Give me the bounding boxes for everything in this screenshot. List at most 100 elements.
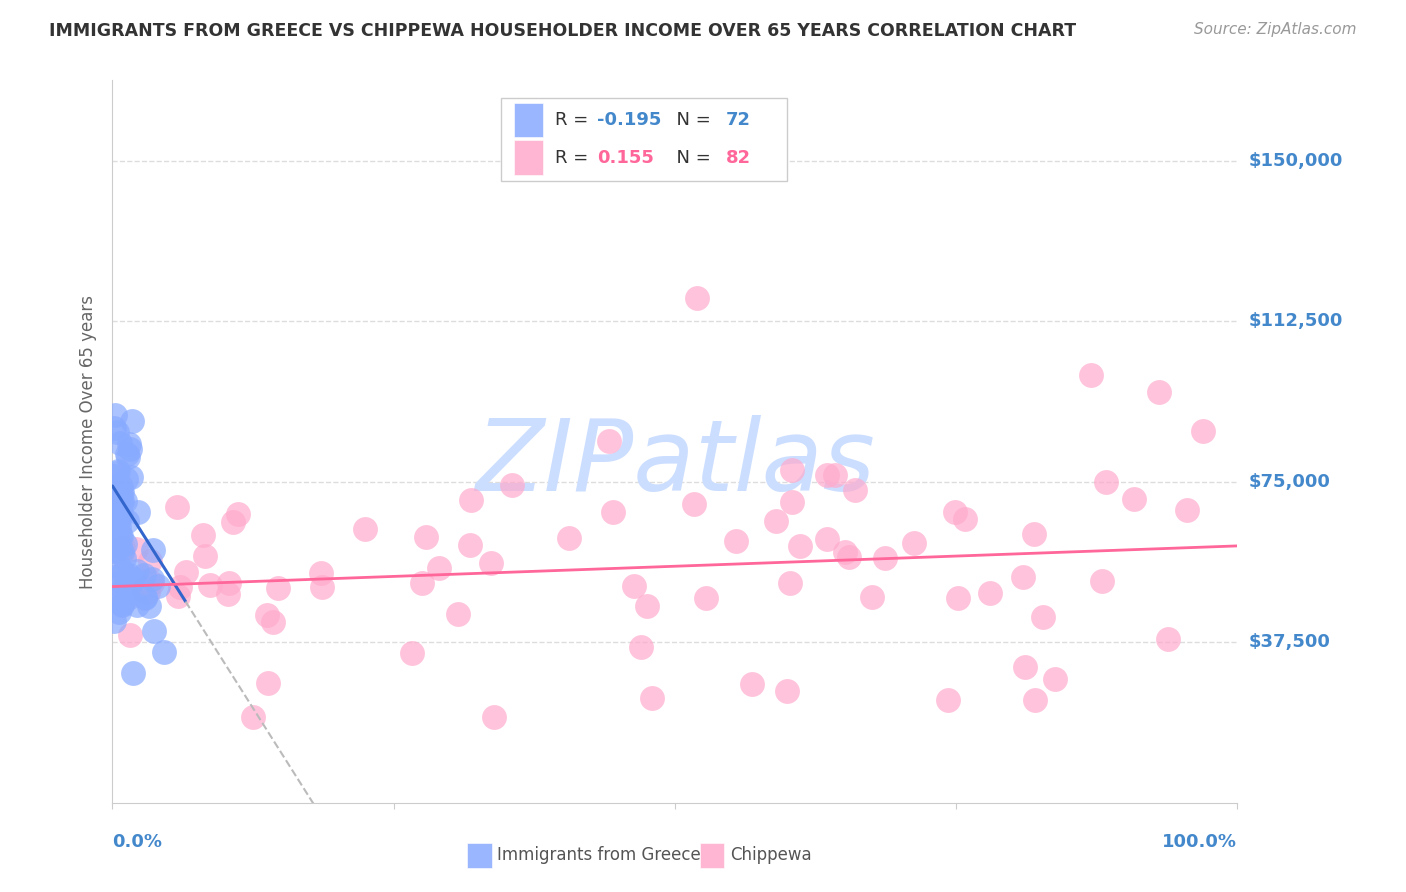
- Point: [105, 488, 128, 502]
- Point: [142, 543, 165, 558]
- Point: [695, 591, 717, 605]
- Point: [780, 463, 803, 477]
- Point: [602, 505, 624, 519]
- Point: [107, 495, 129, 509]
- Point: [107, 559, 129, 574]
- Point: [1147, 384, 1170, 399]
- Point: [134, 582, 156, 597]
- Point: [114, 493, 136, 508]
- Point: [686, 291, 709, 305]
- Point: [117, 436, 139, 450]
- Point: [558, 532, 581, 546]
- Point: [115, 472, 138, 486]
- Point: [110, 575, 132, 590]
- Point: [127, 599, 149, 613]
- Point: [682, 497, 704, 511]
- Point: [141, 576, 163, 591]
- Point: [479, 556, 502, 570]
- Text: Source: ZipAtlas.com: Source: ZipAtlas.com: [1194, 22, 1357, 37]
- Point: [309, 566, 332, 580]
- Point: [112, 541, 135, 555]
- Point: [111, 597, 134, 611]
- Point: [110, 479, 132, 493]
- Point: [943, 506, 966, 520]
- Point: [118, 568, 141, 582]
- Point: [110, 508, 132, 522]
- Point: [354, 522, 377, 536]
- Point: [117, 591, 139, 605]
- Point: [107, 520, 129, 534]
- Point: [103, 570, 125, 584]
- Point: [198, 578, 221, 592]
- Point: [482, 710, 505, 724]
- Point: [110, 483, 132, 498]
- Point: [121, 414, 143, 428]
- Point: [1022, 527, 1045, 541]
- Point: [103, 614, 125, 628]
- Point: [194, 549, 217, 564]
- Point: [217, 587, 239, 601]
- Point: [222, 516, 245, 530]
- Point: [834, 545, 856, 559]
- Text: IMMIGRANTS FROM GREECE VS CHIPPEWA HOUSEHOLDER INCOME OVER 65 YEARS CORRELATION : IMMIGRANTS FROM GREECE VS CHIPPEWA HOUSE…: [49, 22, 1077, 40]
- Point: [138, 599, 160, 613]
- Point: [1014, 660, 1036, 674]
- Point: [108, 513, 131, 527]
- Point: [1012, 570, 1035, 584]
- Point: [875, 551, 897, 566]
- Point: [415, 530, 437, 544]
- Point: [117, 450, 139, 464]
- Point: [103, 531, 125, 545]
- Text: $75,000: $75,000: [1249, 473, 1330, 491]
- Point: [1032, 610, 1054, 624]
- Text: R =: R =: [554, 111, 593, 129]
- Point: [107, 508, 129, 523]
- Point: [166, 500, 188, 515]
- Point: [1192, 424, 1215, 438]
- FancyBboxPatch shape: [700, 843, 724, 868]
- Point: [267, 581, 290, 595]
- Point: [114, 537, 136, 551]
- Point: [447, 607, 470, 622]
- Point: [108, 504, 131, 518]
- Point: [103, 496, 125, 510]
- Point: [725, 533, 748, 548]
- Point: [118, 442, 141, 457]
- Point: [953, 512, 976, 526]
- Point: [124, 572, 146, 586]
- Text: ZIPatlas: ZIPatlas: [475, 415, 875, 512]
- Point: [103, 469, 125, 483]
- Point: [104, 408, 127, 422]
- Point: [458, 538, 481, 552]
- Text: 0.0%: 0.0%: [112, 833, 163, 851]
- Point: [815, 532, 838, 546]
- Point: [120, 574, 142, 588]
- Point: [107, 464, 129, 478]
- Text: 100.0%: 100.0%: [1163, 833, 1237, 851]
- Point: [104, 479, 127, 493]
- Point: [844, 483, 866, 498]
- FancyBboxPatch shape: [467, 843, 492, 868]
- Text: R =: R =: [554, 149, 593, 167]
- Text: $112,500: $112,500: [1249, 312, 1343, 330]
- Point: [118, 628, 141, 642]
- Point: [860, 591, 883, 605]
- Point: [108, 539, 131, 553]
- Point: [108, 595, 131, 609]
- Text: 72: 72: [725, 111, 751, 129]
- Point: [979, 586, 1001, 600]
- Point: [111, 493, 134, 508]
- Point: [262, 615, 284, 630]
- FancyBboxPatch shape: [515, 103, 543, 137]
- Point: [122, 665, 145, 680]
- Point: [136, 585, 159, 599]
- Point: [838, 550, 860, 565]
- Point: [105, 533, 128, 547]
- Point: [111, 545, 134, 559]
- Text: -0.195: -0.195: [598, 111, 662, 129]
- Point: [141, 573, 163, 587]
- Point: [138, 554, 160, 568]
- Point: [630, 640, 652, 655]
- Text: N =: N =: [665, 111, 716, 129]
- Point: [110, 529, 132, 543]
